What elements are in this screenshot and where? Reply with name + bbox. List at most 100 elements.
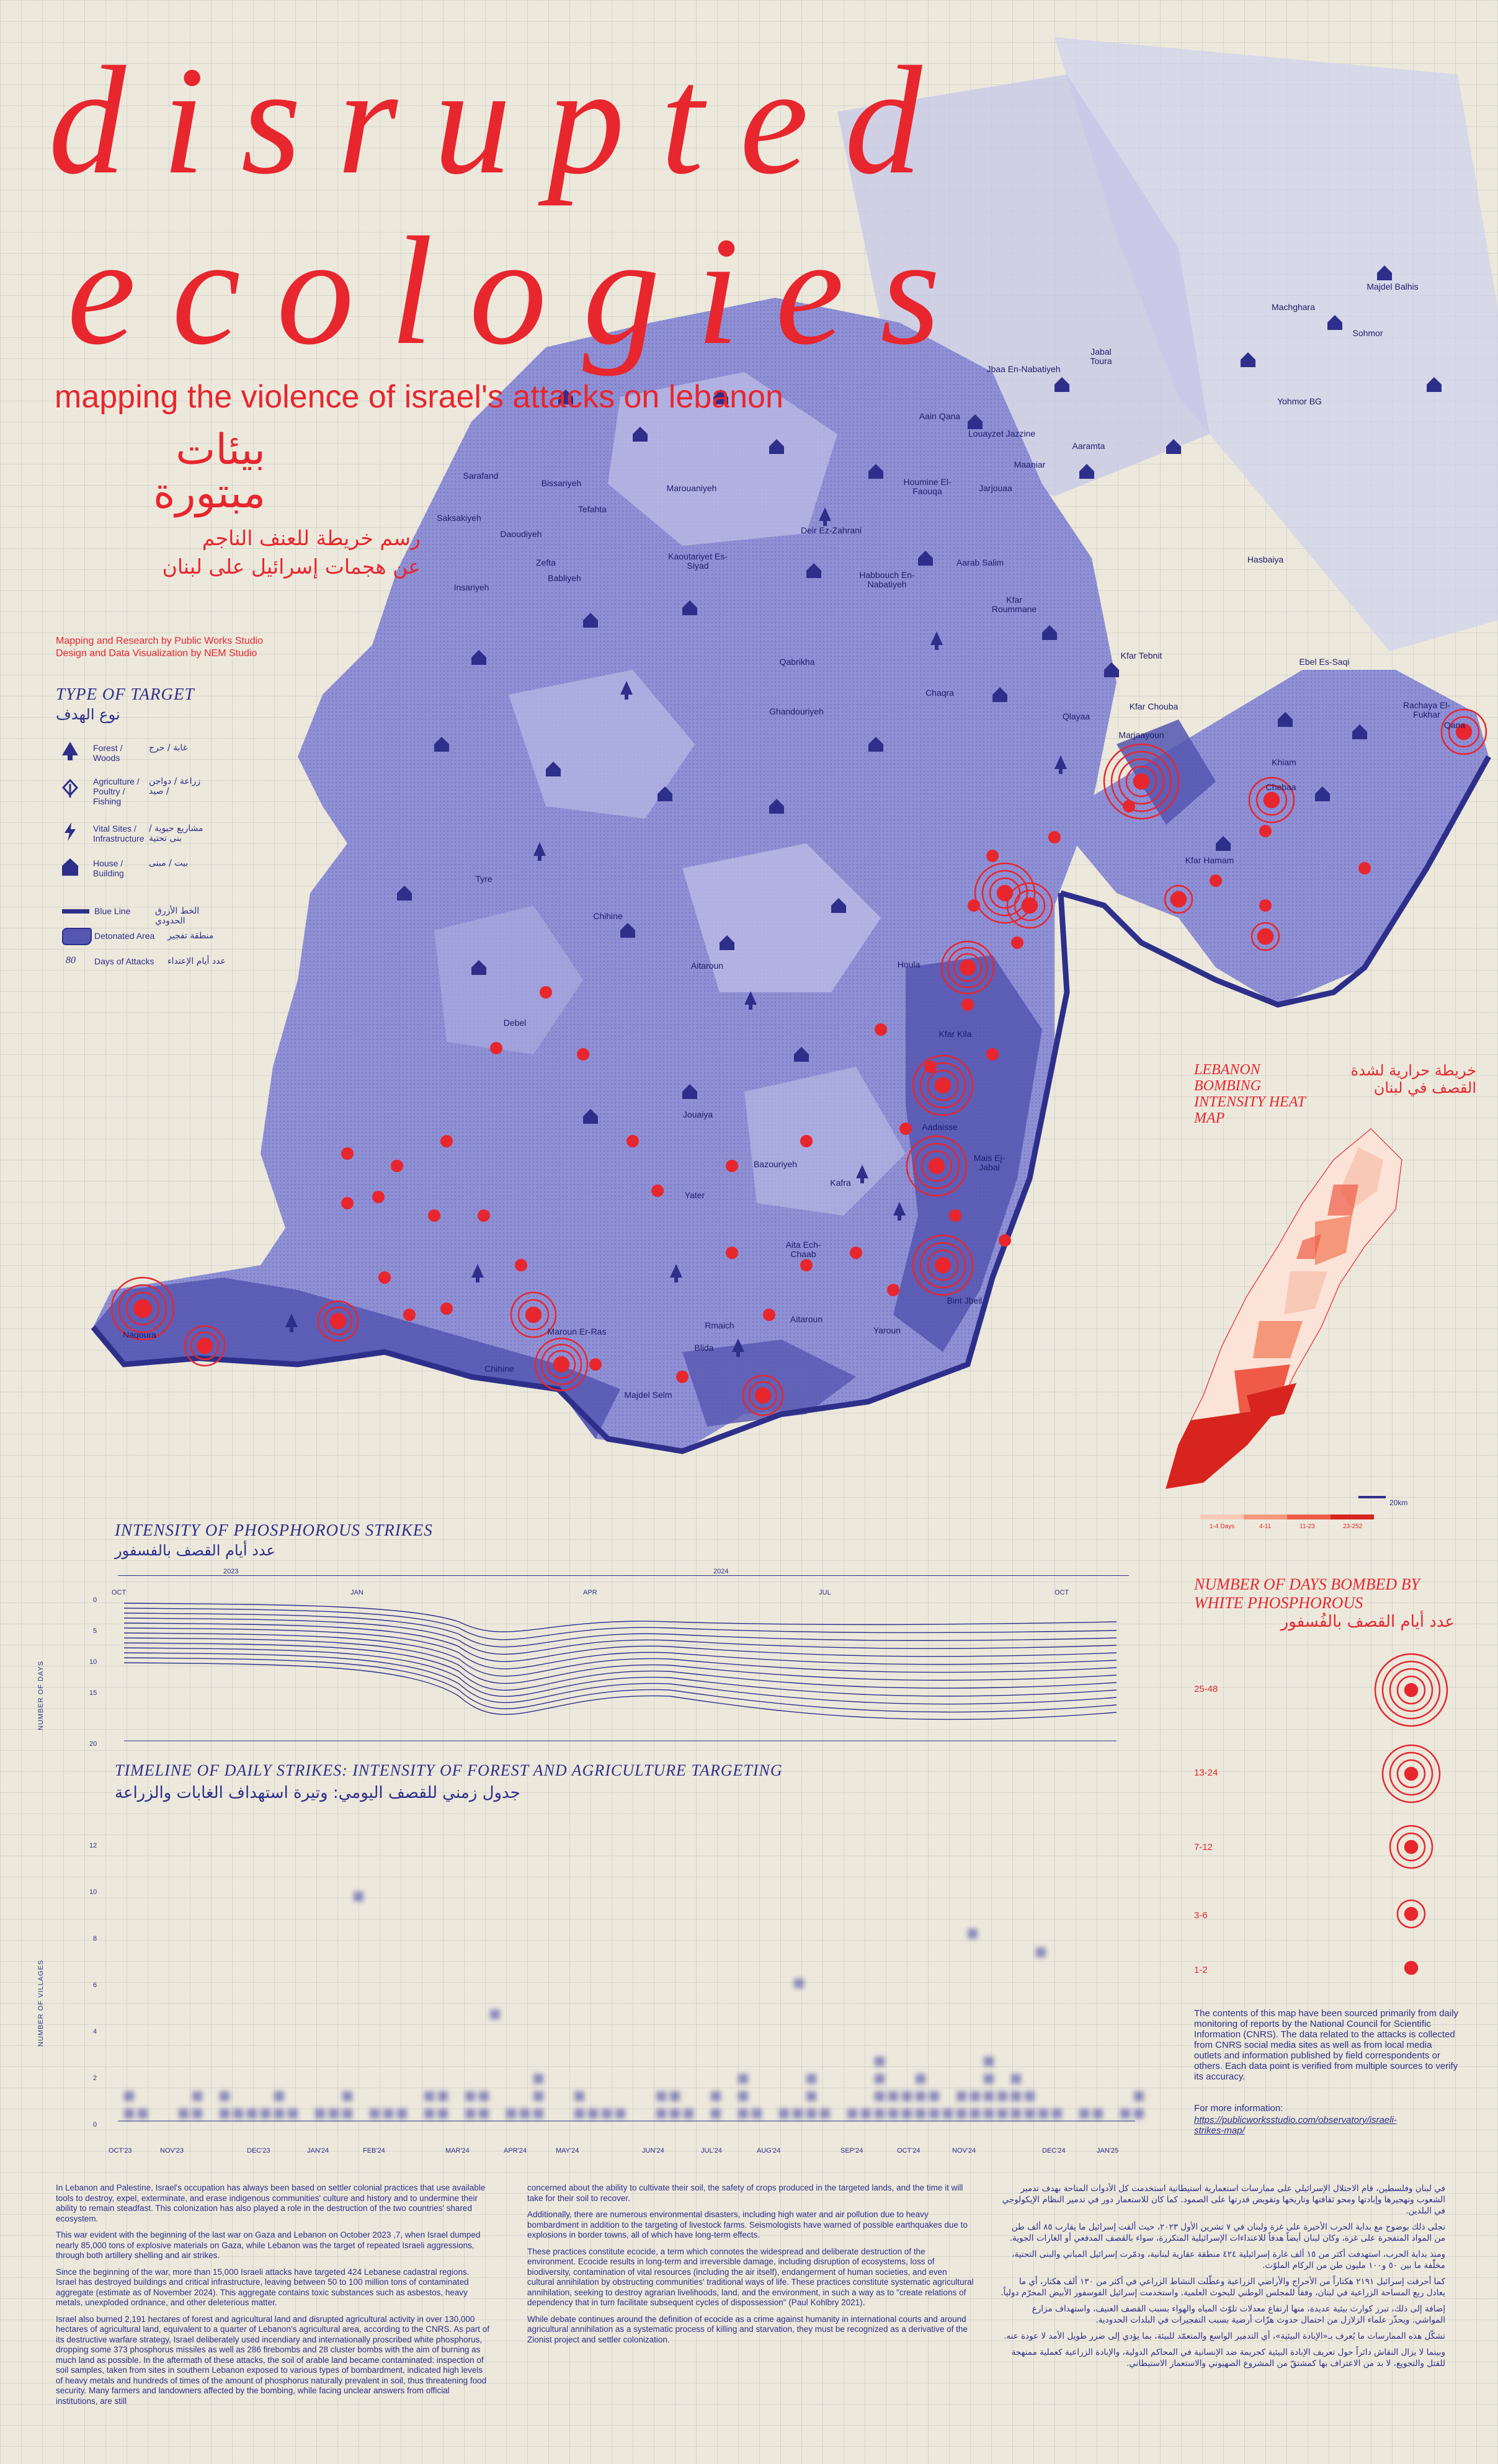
timeline-dot bbox=[916, 2109, 925, 2119]
timeline-dot bbox=[383, 2109, 393, 2119]
paragraph-ar: وبينما لا يزال النقاش دائراً حول تعريف ا… bbox=[1011, 2347, 1445, 2368]
map-label: Majdel Balhis bbox=[1366, 282, 1419, 291]
timeline-dot bbox=[588, 2109, 598, 2119]
month-label: NOV'24 bbox=[952, 2147, 976, 2155]
timeline-dot bbox=[984, 2091, 994, 2101]
ytick: 0 bbox=[93, 2121, 97, 2128]
timeline-dot bbox=[861, 2109, 871, 2119]
map-label: Majdel Selm bbox=[624, 1390, 672, 1400]
timeline-dot bbox=[929, 2091, 939, 2101]
timeline-dot bbox=[738, 2074, 748, 2084]
map-label: Jarjouaa bbox=[979, 483, 1012, 493]
month-label: JUL'24 bbox=[701, 2147, 722, 2155]
map-label: Jbaa En-Nabatiyeh bbox=[986, 364, 1061, 374]
year-label: 2024 bbox=[713, 1568, 729, 1575]
timeline-dot bbox=[847, 2109, 857, 2119]
legend-label-ar: زراعة / دواجن / صيد bbox=[149, 776, 201, 796]
phosphorous-title: INTENSITY OF PHOSPHOROUS STRIKES bbox=[115, 1521, 433, 1539]
timeline-dot bbox=[1134, 2109, 1144, 2119]
timeline-dot bbox=[670, 2109, 680, 2119]
paragraph-ar: ومنذ بداية الحرب، استهدفت أكثر من ١٥ ألف… bbox=[1011, 2249, 1445, 2271]
map-label: Jabal Toura bbox=[1090, 347, 1112, 366]
timeline-dot bbox=[875, 2057, 885, 2066]
map-label: Aarab Salim bbox=[956, 558, 1004, 567]
timeline-dot bbox=[1079, 2109, 1089, 2119]
map-label: Machghara bbox=[1271, 302, 1316, 312]
house-icon bbox=[62, 858, 78, 876]
timeline-dot bbox=[916, 2091, 925, 2101]
arabic-title-line2: مبتورة bbox=[153, 469, 265, 518]
legend-label: House / Building bbox=[93, 858, 124, 878]
timeline-dot bbox=[424, 2109, 434, 2119]
timeline-dot bbox=[490, 2009, 500, 2019]
map-label: Saksakiyeh bbox=[437, 513, 481, 523]
timeline-dot bbox=[1011, 2091, 1021, 2101]
heatmap-title: LEBANON BOMBING INTENSITY HEAT MAP bbox=[1194, 1062, 1306, 1126]
timeline-dot bbox=[970, 2109, 980, 2119]
scale-bar bbox=[1358, 1496, 1386, 1498]
map-label: Maaniar bbox=[1014, 460, 1046, 469]
map-label: Yohmor BG bbox=[1277, 396, 1322, 406]
credit-design: Design and Data Visualization by NEM Stu… bbox=[56, 648, 257, 659]
page-subtitle: mapping the violence of israel's attacks… bbox=[55, 379, 783, 415]
timeline-dot bbox=[342, 2109, 352, 2119]
timeline-dot bbox=[179, 2109, 189, 2119]
timeline-dot bbox=[752, 2109, 762, 2119]
map-label: Yaroun bbox=[873, 1325, 901, 1335]
ytick: 15 bbox=[89, 1689, 97, 1697]
intensity-label: 1-2 bbox=[1194, 1965, 1208, 1975]
timeline-dot bbox=[329, 2109, 339, 2119]
sources-link[interactable]: https://publicworksstudio.com/observator… bbox=[1194, 2115, 1397, 2136]
timeline-dot bbox=[465, 2109, 475, 2119]
ytick: 8 bbox=[93, 1935, 97, 1942]
month-label: DEC'24 bbox=[1042, 2147, 1066, 2155]
timeline-dot bbox=[247, 2109, 257, 2119]
paragraph: This war evident with the beginning of t… bbox=[56, 2230, 481, 2260]
timeline-dot bbox=[670, 2091, 680, 2101]
legend-label-ar: عدد أيام الإعتداء bbox=[167, 956, 226, 966]
timeline-dot bbox=[615, 2109, 625, 2119]
timeline-dot bbox=[1011, 2109, 1021, 2119]
month-label: JAN'25 bbox=[1097, 2147, 1119, 2155]
timeline-dot bbox=[1025, 2091, 1035, 2101]
legend-title-ar: نوع الهدف bbox=[56, 706, 120, 723]
lebanon-heatmap bbox=[1166, 1128, 1402, 1489]
ytick: 5 bbox=[93, 1627, 97, 1635]
map-label: Blida bbox=[694, 1343, 714, 1353]
lightning-icon bbox=[65, 822, 76, 841]
legend-label-ar: الخط الأزرق الحدودي bbox=[155, 906, 200, 926]
map-label: Aitaroun bbox=[690, 961, 724, 971]
paragraph: In Lebanon and Palestine, Israel's occup… bbox=[56, 2183, 486, 2223]
timeline-dot bbox=[233, 2109, 243, 2119]
map-label: Kfar Hamam bbox=[1185, 855, 1234, 865]
sources-text: The contents of this map have been sourc… bbox=[1194, 2008, 1459, 2082]
body-column-1: In Lebanon and Palestine, Israel's occup… bbox=[56, 2183, 490, 2406]
timeline-dot bbox=[192, 2091, 202, 2101]
month-label: MAY'24 bbox=[556, 2147, 579, 2155]
paragraph: While debate continues around the defini… bbox=[527, 2314, 968, 2344]
ytick: 10 bbox=[89, 1658, 97, 1666]
timeline-dot bbox=[1134, 2091, 1144, 2101]
intensity-label: 25-48 bbox=[1194, 1684, 1218, 1694]
timeline-dot bbox=[354, 1892, 363, 1901]
timeline-dot bbox=[574, 2091, 584, 2101]
map-label: Kfar Roummane bbox=[991, 595, 1037, 614]
detonated-swatch bbox=[62, 928, 92, 945]
map-label: Yater bbox=[684, 1190, 705, 1200]
timeline-dot bbox=[1025, 2109, 1035, 2119]
timeline-dot bbox=[793, 2109, 803, 2119]
legend-label: Agriculture / Poultry / Fishing bbox=[93, 776, 140, 806]
heat-legend-swatch bbox=[1200, 1514, 1244, 1519]
ytick: 2 bbox=[93, 2075, 97, 2082]
timeline-dot bbox=[656, 2109, 666, 2119]
timeline-dot bbox=[806, 2074, 816, 2084]
ytick: 12 bbox=[89, 1842, 97, 1849]
map-label: Ghandouriyeh bbox=[769, 706, 824, 716]
map-label: Marouaniyeh bbox=[666, 483, 717, 493]
month-label: APR'24 bbox=[504, 2147, 527, 2155]
timeline-dot bbox=[315, 2109, 325, 2119]
timeline-dot bbox=[888, 2091, 898, 2101]
heat-legend-swatch bbox=[1287, 1514, 1331, 1519]
credit-research: Mapping and Research by Public Works Stu… bbox=[56, 636, 264, 646]
timeline-dot bbox=[794, 1978, 804, 1988]
